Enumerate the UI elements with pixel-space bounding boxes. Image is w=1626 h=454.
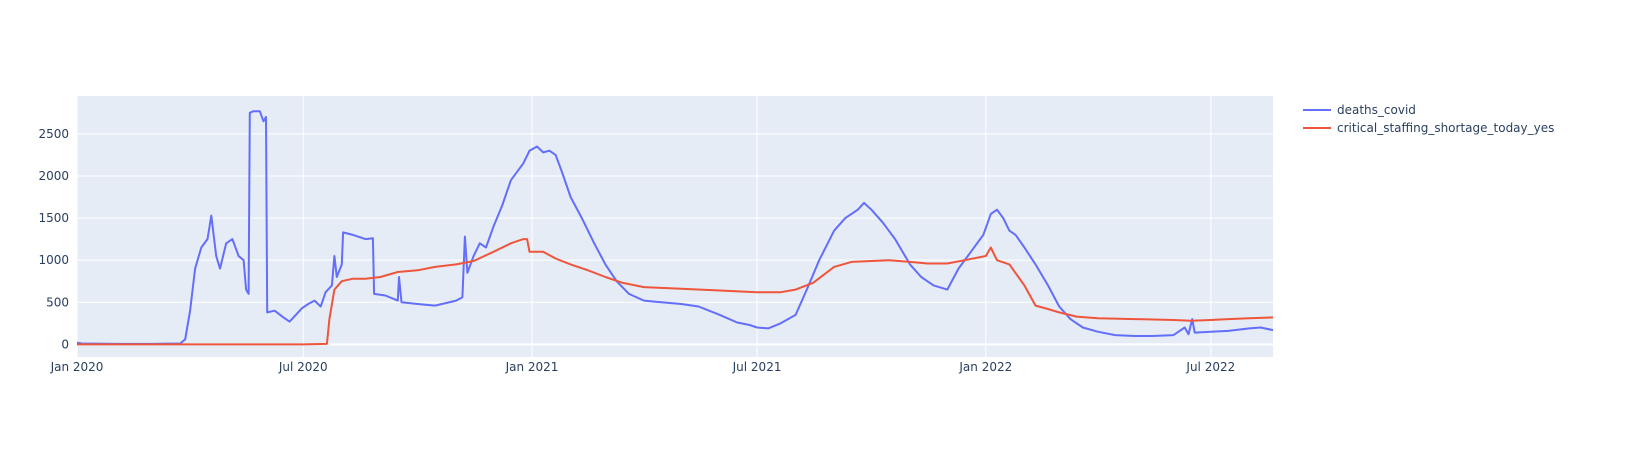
x-tick-label: Jan 2020: [50, 360, 104, 374]
x-tick-label: Jan 2022: [958, 360, 1012, 374]
plot-area: [77, 96, 1273, 357]
y-tick-label: 1500: [38, 211, 69, 225]
x-tick-label: Jul 2021: [732, 360, 782, 374]
series-layer: [76, 110, 1274, 346]
series-line-deaths-covid[interactable]: [76, 110, 1274, 345]
series-line-critical-staffing-shortage-today-yes[interactable]: [77, 238, 1274, 346]
x-tick-label: Jan 2021: [505, 360, 559, 374]
y-tick-label: 0: [61, 337, 69, 351]
legend-label: deaths_covid: [1337, 103, 1416, 117]
x-axis: Jan 2020 Jul 2020 Jan 2021 Jul 2021 Jan 2022…: [50, 360, 1236, 374]
legend-item-deaths-covid[interactable]: deaths_covid: [1303, 103, 1416, 117]
y-tick-label: 500: [46, 295, 69, 309]
legend-label: critical_staffing_shortage_today_yes: [1337, 121, 1554, 135]
x-tick-label: Jul 2022: [1185, 360, 1235, 374]
y-axis: 0 500 1000 1500 2000 2500: [38, 127, 69, 351]
y-tick-label: 2500: [38, 127, 69, 141]
x-tick-label: Jul 2020: [278, 360, 328, 374]
legend[interactable]: deaths_covid critical_staffing_shortage_t…: [1303, 103, 1554, 135]
legend-item-critical-staffing-shortage-today-yes[interactable]: critical_staffing_shortage_today_yes: [1303, 121, 1554, 135]
y-tick-label: 2000: [38, 169, 69, 183]
y-tick-label: 1000: [38, 253, 69, 267]
